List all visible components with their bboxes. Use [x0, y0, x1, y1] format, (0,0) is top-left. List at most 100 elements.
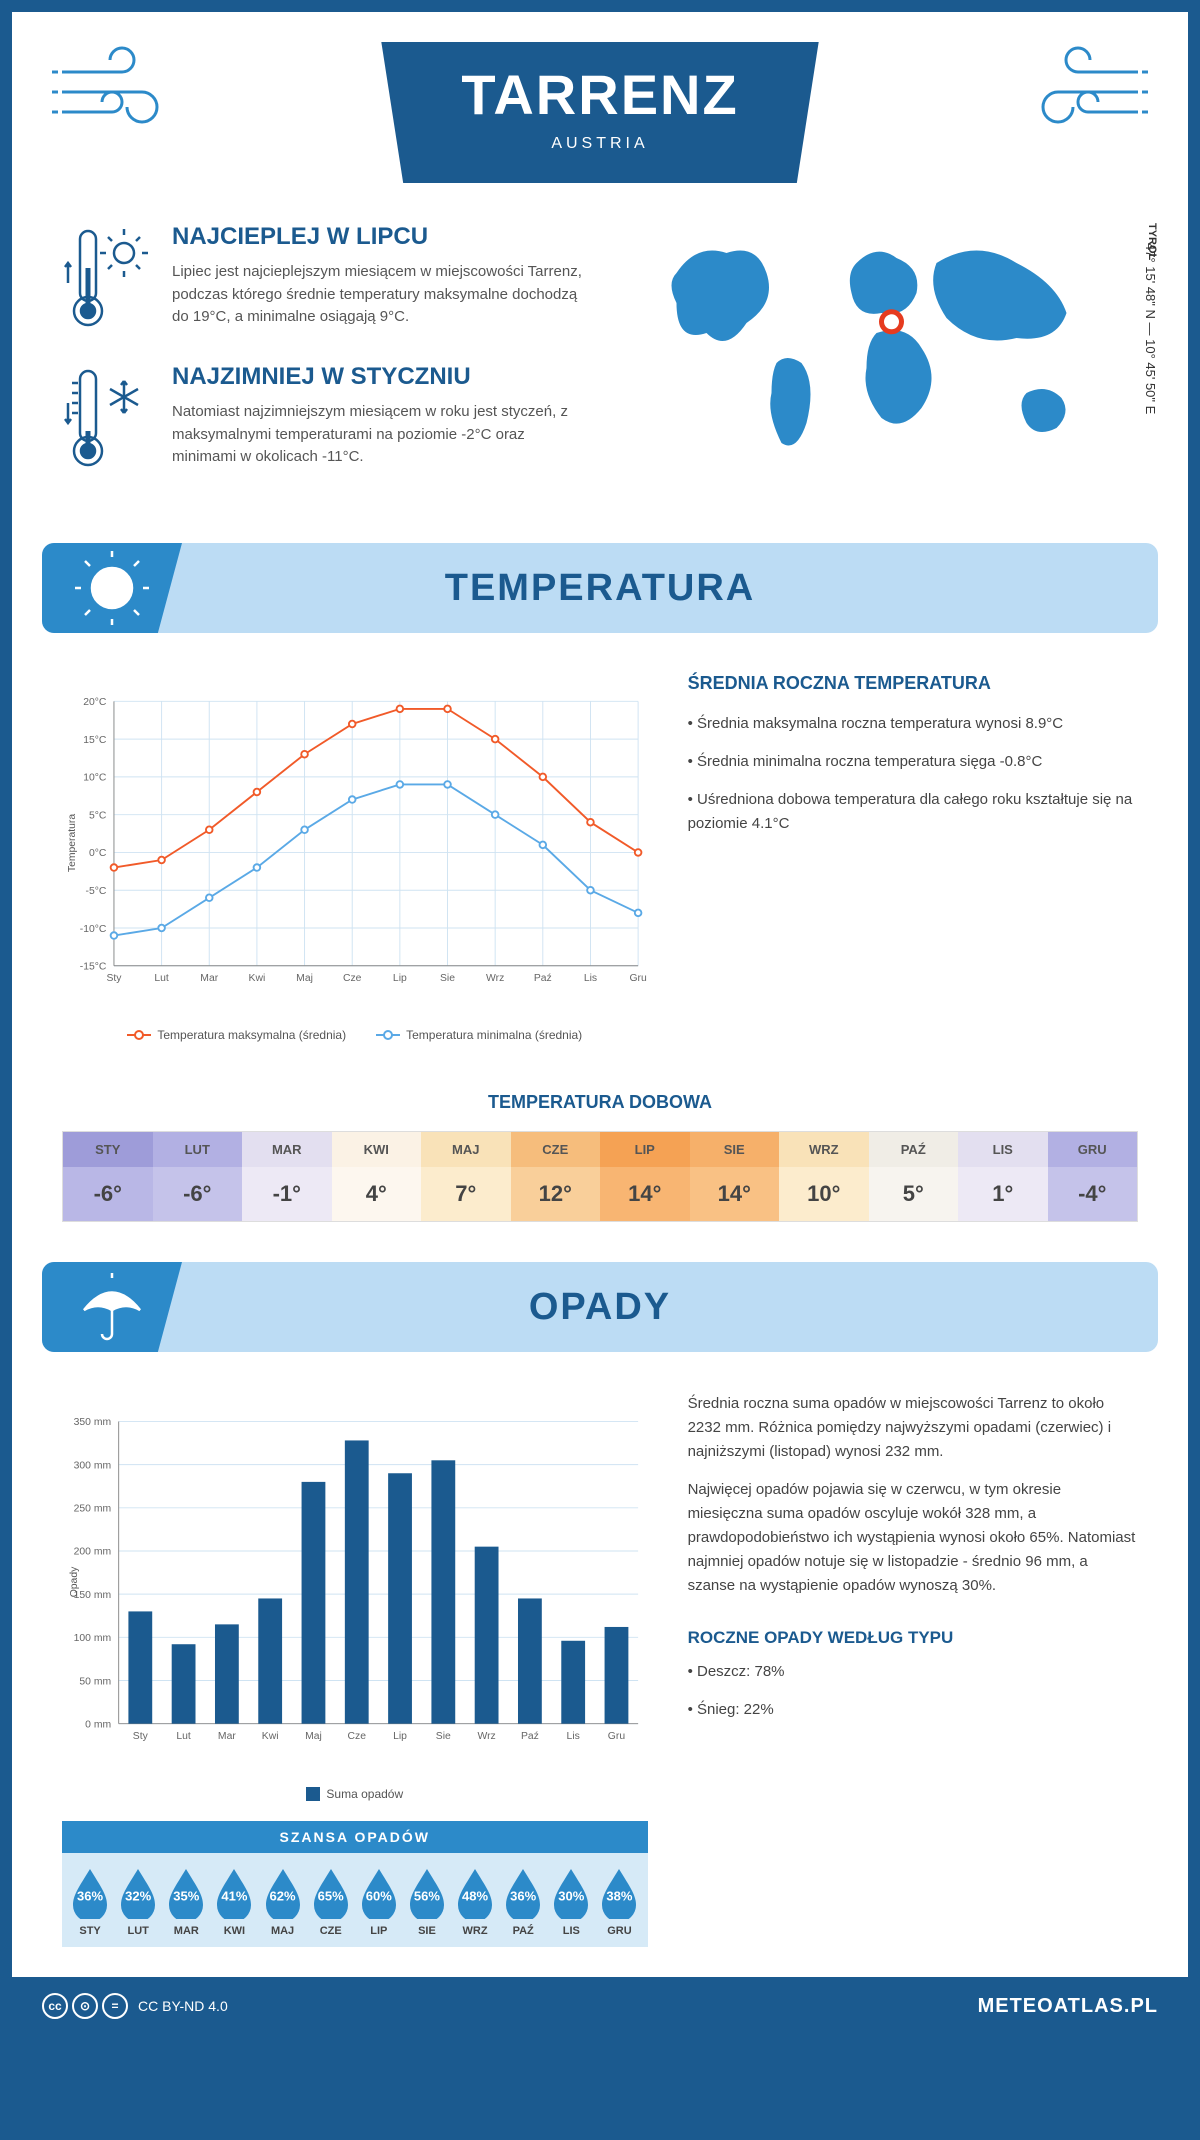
- svg-text:Gru: Gru: [608, 1731, 626, 1742]
- svg-text:Gru: Gru: [629, 973, 647, 984]
- precip-para: Średnia roczna suma opadów w miejscowośc…: [688, 1392, 1138, 1464]
- fact-hottest-text: Lipiec jest najcieplejszym miesiącem w m…: [172, 261, 585, 329]
- daily-cell: MAJ7°: [421, 1132, 511, 1221]
- svg-text:Lip: Lip: [393, 1731, 407, 1742]
- daily-temp-table: STY-6°LUT-6°MAR-1°KWI4°MAJ7°CZE12°LIP14°…: [62, 1131, 1138, 1222]
- svg-text:Lut: Lut: [154, 973, 169, 984]
- temperature-line-chart: -15°C-10°C-5°C0°C5°C10°C15°C20°CStyLutMa…: [62, 673, 648, 1013]
- svg-text:-10°C: -10°C: [80, 924, 107, 935]
- cc-icon: cc⊙=: [42, 1993, 128, 2019]
- svg-text:Sty: Sty: [133, 1731, 149, 1742]
- chance-item: 62%MAJ: [261, 1867, 305, 1937]
- legend-min: Temperatura minimalna (średnia): [406, 1028, 582, 1042]
- chance-row: 36%STY32%LUT35%MAR41%KWI62%MAJ65%CZE60%L…: [62, 1853, 648, 1947]
- world-map: [615, 223, 1138, 483]
- chance-item: 65%CZE: [309, 1867, 353, 1937]
- precip-type-title: ROCZNE OPADY WEDŁUG TYPU: [688, 1628, 1138, 1648]
- chance-item: 56%SIE: [405, 1867, 449, 1937]
- daily-cell: CZE12°: [511, 1132, 601, 1221]
- daily-cell: STY-6°: [63, 1132, 153, 1221]
- license-text: CC BY-ND 4.0: [138, 1998, 228, 2014]
- chance-item: 32%LUT: [116, 1867, 160, 1937]
- svg-text:10°C: 10°C: [83, 773, 107, 784]
- section-banner-temperature: TEMPERATURA: [42, 543, 1158, 633]
- svg-text:Sie: Sie: [440, 973, 455, 984]
- svg-text:Sty: Sty: [106, 973, 122, 984]
- svg-text:Mar: Mar: [200, 973, 218, 984]
- section-title-precip: OPADY: [529, 1286, 671, 1329]
- svg-text:100 mm: 100 mm: [74, 1633, 111, 1644]
- map-column: TYROL 47° 15' 48" N — 10° 45' 50" E: [615, 223, 1138, 503]
- svg-text:Cze: Cze: [343, 973, 362, 984]
- svg-text:350 mm: 350 mm: [74, 1417, 111, 1428]
- chance-item: 38%GRU: [597, 1867, 641, 1937]
- temperature-content: -15°C-10°C-5°C0°C5°C10°C15°C20°CStyLutMa…: [12, 633, 1188, 1072]
- facts-column: NAJCIEPLEJ W LIPCU Lipiec jest najcieple…: [62, 223, 585, 503]
- avg-temp-title: ŚREDNIA ROCZNA TEMPERATURA: [688, 673, 1138, 694]
- chance-item: 60%LIP: [357, 1867, 401, 1937]
- svg-text:Kwi: Kwi: [262, 1731, 279, 1742]
- avg-temp-bullet: • Średnia minimalna roczna temperatura s…: [688, 750, 1138, 774]
- wind-icon: [52, 42, 192, 142]
- page: TARRENZ AUSTRIA: [0, 0, 1200, 2047]
- daily-temp-title: TEMPERATURA DOBOWA: [12, 1092, 1188, 1113]
- svg-text:Kwi: Kwi: [249, 973, 266, 984]
- title-banner: TARRENZ AUSTRIA: [381, 42, 818, 183]
- precip-content: 0 mm50 mm100 mm150 mm200 mm250 mm300 mm3…: [12, 1352, 1188, 1977]
- daily-cell: SIE14°: [690, 1132, 780, 1221]
- section-banner-precip: OPADY: [42, 1262, 1158, 1352]
- svg-text:20°C: 20°C: [83, 697, 107, 708]
- legend-precip: Suma opadów: [326, 1787, 403, 1801]
- svg-text:0°C: 0°C: [89, 848, 107, 859]
- svg-text:Wrz: Wrz: [486, 973, 504, 984]
- svg-text:Mar: Mar: [218, 1731, 236, 1742]
- country-subtitle: AUSTRIA: [461, 135, 738, 153]
- precip-legend: Suma opadów: [62, 1787, 648, 1801]
- svg-text:-5°C: -5°C: [86, 886, 107, 897]
- svg-text:50 mm: 50 mm: [79, 1676, 111, 1687]
- svg-text:0 mm: 0 mm: [85, 1719, 111, 1730]
- chance-item: 36%STY: [68, 1867, 112, 1937]
- precip-chart-box: 0 mm50 mm100 mm150 mm200 mm250 mm300 mm3…: [62, 1392, 648, 1947]
- precip-text: Średnia roczna suma opadów w miejscowośc…: [688, 1392, 1138, 1947]
- svg-text:Lut: Lut: [176, 1731, 191, 1742]
- svg-text:15°C: 15°C: [83, 735, 107, 746]
- chance-item: 35%MAR: [164, 1867, 208, 1937]
- daily-cell: WRZ10°: [779, 1132, 869, 1221]
- chance-item: 36%PAŹ: [501, 1867, 545, 1937]
- footer: cc⊙= CC BY-ND 4.0 METEOATLAS.PL: [12, 1977, 1188, 2035]
- footer-license: cc⊙= CC BY-ND 4.0: [42, 1993, 228, 2019]
- precip-chance-box: SZANSA OPADÓW 36%STY32%LUT35%MAR41%KWI62…: [62, 1821, 648, 1947]
- daily-cell: LIS1°: [958, 1132, 1048, 1221]
- svg-text:Sie: Sie: [436, 1731, 451, 1742]
- svg-text:Maj: Maj: [296, 973, 313, 984]
- temperature-text: ŚREDNIA ROCZNA TEMPERATURA • Średnia mak…: [688, 673, 1138, 1042]
- temperature-legend: Temperatura maksymalna (średnia) Tempera…: [62, 1028, 648, 1042]
- svg-text:Maj: Maj: [305, 1731, 322, 1742]
- avg-temp-bullet: • Uśredniona dobowa temperatura dla całe…: [688, 788, 1138, 836]
- thermometer-cold-icon: [62, 363, 152, 473]
- daily-cell: LIP14°: [600, 1132, 690, 1221]
- header: TARRENZ AUSTRIA: [12, 12, 1188, 223]
- svg-text:Opady: Opady: [69, 1566, 80, 1597]
- avg-temp-bullet: • Średnia maksymalna roczna temperatura …: [688, 712, 1138, 736]
- svg-text:Wrz: Wrz: [477, 1731, 495, 1742]
- svg-text:Paź: Paź: [521, 1731, 539, 1742]
- svg-text:Lip: Lip: [393, 973, 407, 984]
- fact-coldest-text: Natomiast najzimniejszym miesiącem w rok…: [172, 401, 585, 469]
- daily-cell: KWI4°: [332, 1132, 422, 1221]
- city-title: TARRENZ: [461, 62, 738, 127]
- sun-icon: [72, 551, 152, 625]
- wind-icon: [1008, 42, 1148, 142]
- intro-section: NAJCIEPLEJ W LIPCU Lipiec jest najcieple…: [12, 223, 1188, 543]
- umbrella-icon: [72, 1270, 152, 1344]
- footer-site: METEOATLAS.PL: [978, 1995, 1158, 2018]
- daily-cell: LUT-6°: [153, 1132, 243, 1221]
- legend-max: Temperatura maksymalna (średnia): [157, 1028, 346, 1042]
- precip-bar-chart: 0 mm50 mm100 mm150 mm200 mm250 mm300 mm3…: [62, 1392, 648, 1772]
- svg-text:Lis: Lis: [567, 1731, 580, 1742]
- precip-type-item: • Deszcz: 78%: [688, 1660, 1138, 1684]
- svg-text:Cze: Cze: [348, 1731, 367, 1742]
- temperature-chart-box: -15°C-10°C-5°C0°C5°C10°C15°C20°CStyLutMa…: [62, 673, 648, 1042]
- fact-hottest-title: NAJCIEPLEJ W LIPCU: [172, 223, 585, 251]
